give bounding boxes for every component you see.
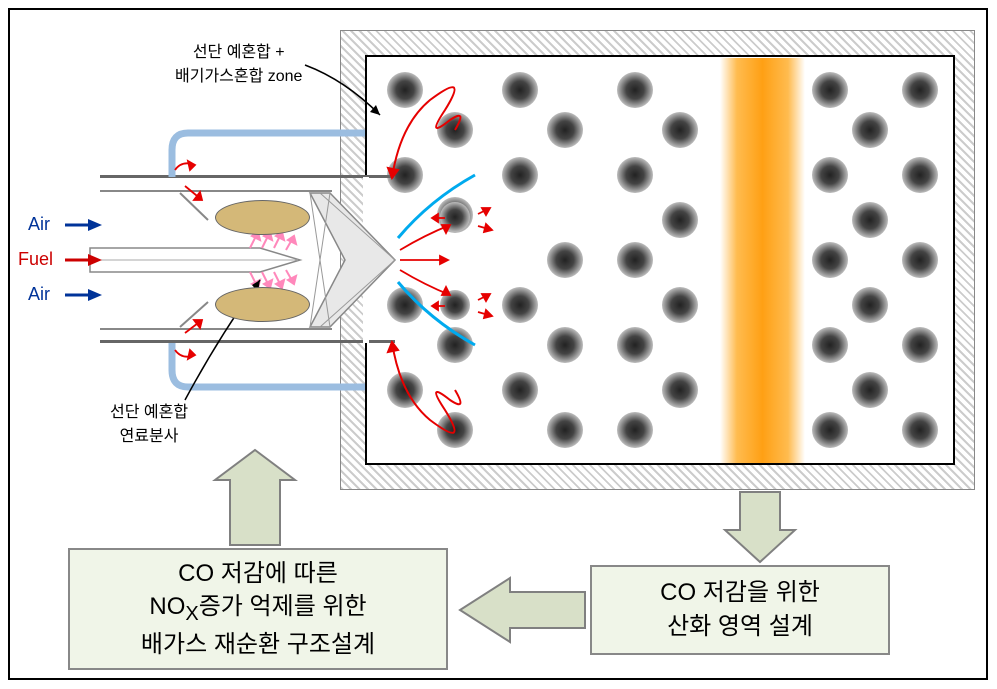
heat-tube (387, 72, 423, 108)
heat-tube (502, 287, 538, 323)
heat-tube (502, 157, 538, 193)
heat-tube (812, 157, 848, 193)
heat-tube (387, 287, 423, 323)
heat-tube (852, 112, 888, 148)
heat-tube (502, 372, 538, 408)
injection-annotation: 선단 예혼합 연료분사 (110, 398, 188, 446)
heat-tube (437, 327, 473, 363)
heat-tube (387, 372, 423, 408)
heat-tube (617, 157, 653, 193)
heat-tube (812, 412, 848, 448)
jet-tube (440, 290, 470, 320)
heat-tube (902, 327, 938, 363)
callout-right: CO 저감을 위한산화 영역 설계 (590, 565, 890, 655)
heat-tube (662, 372, 698, 408)
swirl-oval-top (215, 200, 310, 235)
heat-tube (662, 112, 698, 148)
heat-tube (902, 72, 938, 108)
heat-tube (502, 72, 538, 108)
heat-tube (902, 242, 938, 278)
air-label-top: Air (28, 214, 50, 235)
heat-tube (852, 372, 888, 408)
heat-tube (547, 242, 583, 278)
callout-left: CO 저감에 따른NOX증가 억제를 위한배가스 재순환 구조설계 (68, 548, 448, 670)
heat-tube (547, 112, 583, 148)
heat-tube (617, 327, 653, 363)
heat-tube (617, 412, 653, 448)
air-label-bottom: Air (28, 284, 50, 305)
heat-tube (812, 327, 848, 363)
heat-tube (547, 412, 583, 448)
jet-tube (440, 202, 470, 232)
heat-tube (662, 287, 698, 323)
heat-tube (437, 112, 473, 148)
zone-annotation: 선단 예혼합 + 배기가스혼합 zone (175, 38, 302, 86)
heat-tube (437, 412, 473, 448)
heat-tube (617, 242, 653, 278)
swirl-oval-bottom (215, 287, 310, 322)
heat-tube (812, 72, 848, 108)
heat-tube (852, 287, 888, 323)
heat-tube (662, 202, 698, 238)
heat-tube (812, 242, 848, 278)
heat-tube (547, 327, 583, 363)
heat-tube (902, 412, 938, 448)
heat-tube (902, 157, 938, 193)
fuel-label: Fuel (18, 249, 53, 270)
oxidation-zone (720, 58, 805, 463)
heat-tube (852, 202, 888, 238)
heat-tube (617, 72, 653, 108)
